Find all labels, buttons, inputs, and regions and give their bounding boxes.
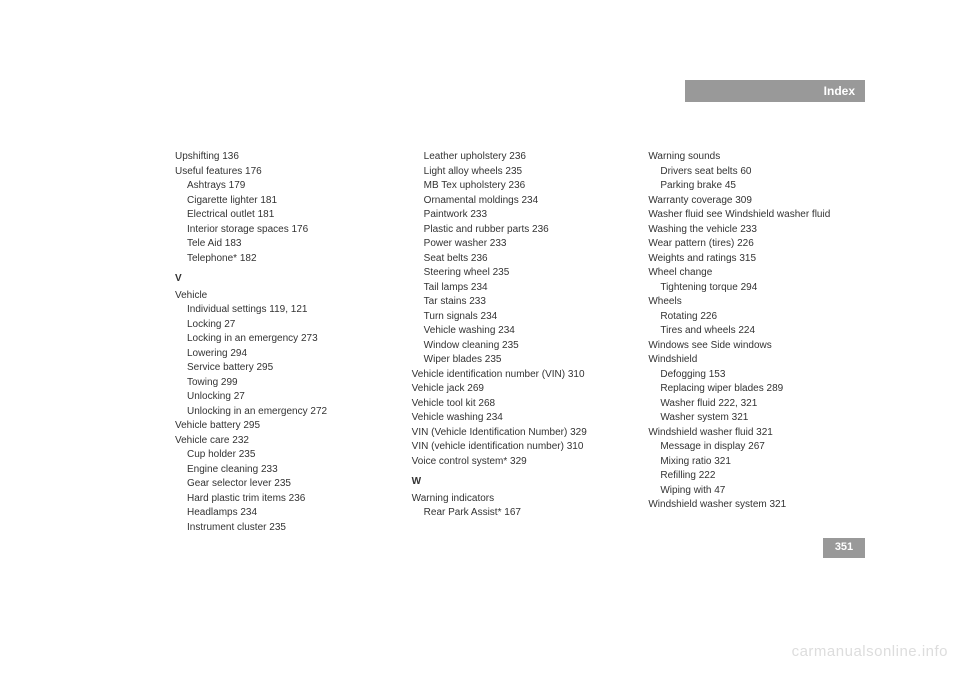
index-entry: Telephone* 182 xyxy=(175,252,392,267)
index-entry: Wheels xyxy=(648,295,865,310)
index-entry: Interior storage spaces 176 xyxy=(175,223,392,238)
index-entry: Washing the vehicle 233 xyxy=(648,223,865,238)
index-column-3: Warning soundsDrivers seat belts 60Parki… xyxy=(648,150,865,535)
index-entry: Electrical outlet 181 xyxy=(175,208,392,223)
index-entry: Windshield washer fluid 321 xyxy=(648,426,865,441)
watermark-text: carmanualsonline.info xyxy=(792,643,948,660)
index-entry: Tele Aid 183 xyxy=(175,237,392,252)
index-entry: Power washer 233 xyxy=(412,237,629,252)
index-entry: Tightening torque 294 xyxy=(648,281,865,296)
index-entry: Vehicle xyxy=(175,289,392,304)
index-entry: Vehicle care 232 xyxy=(175,434,392,449)
index-entry: Locking in an emergency 273 xyxy=(175,332,392,347)
index-entry: Gear selector lever 235 xyxy=(175,477,392,492)
index-entry: Weights and ratings 315 xyxy=(648,252,865,267)
index-entry: Windshield washer system 321 xyxy=(648,498,865,513)
index-entry: MB Tex upholstery 236 xyxy=(412,179,629,194)
index-entry: Lowering 294 xyxy=(175,347,392,362)
index-entry: Service battery 295 xyxy=(175,361,392,376)
index-entry: Replacing wiper blades 289 xyxy=(648,382,865,397)
index-entry: Individual settings 119, 121 xyxy=(175,303,392,318)
index-entry: Engine cleaning 233 xyxy=(175,463,392,478)
index-entry: VIN (Vehicle Identification Number) 329 xyxy=(412,426,629,441)
index-entry: Washer system 321 xyxy=(648,411,865,426)
index-entry: Wiper blades 235 xyxy=(412,353,629,368)
index-entry: Refilling 222 xyxy=(648,469,865,484)
index-entry: Vehicle identification number (VIN) 310 xyxy=(412,368,629,383)
index-entry: Leather upholstery 236 xyxy=(412,150,629,165)
index-entry: Paintwork 233 xyxy=(412,208,629,223)
index-entry: Warning indicators xyxy=(412,492,629,507)
index-column-2: Leather upholstery 236Light alloy wheels… xyxy=(412,150,629,535)
index-entry: Rear Park Assist* 167 xyxy=(412,506,629,521)
index-entry: Vehicle battery 295 xyxy=(175,419,392,434)
index-entry: Vehicle washing 234 xyxy=(412,411,629,426)
index-entry: Upshifting 136 xyxy=(175,150,392,165)
index-entry: Window cleaning 235 xyxy=(412,339,629,354)
index-entry: Warranty coverage 309 xyxy=(648,194,865,209)
index-entry: Tail lamps 234 xyxy=(412,281,629,296)
index-entry: Tires and wheels 224 xyxy=(648,324,865,339)
index-entry: Defogging 153 xyxy=(648,368,865,383)
index-entry: Rotating 226 xyxy=(648,310,865,325)
index-entry: Windshield xyxy=(648,353,865,368)
index-header-bar: Index xyxy=(685,80,865,102)
index-section-letter: V xyxy=(175,272,392,287)
index-entry: Ornamental moldings 234 xyxy=(412,194,629,209)
index-entry: Turn signals 234 xyxy=(412,310,629,325)
index-entry: Cup holder 235 xyxy=(175,448,392,463)
index-entry: Drivers seat belts 60 xyxy=(648,165,865,180)
index-entry: Light alloy wheels 235 xyxy=(412,165,629,180)
index-section-letter: W xyxy=(412,475,629,490)
index-entry: Seat belts 236 xyxy=(412,252,629,267)
index-entry: Vehicle tool kit 268 xyxy=(412,397,629,412)
index-entry: Instrument cluster 235 xyxy=(175,521,392,536)
index-entry: Windows see Side windows xyxy=(648,339,865,354)
index-entry: Washer fluid 222, 321 xyxy=(648,397,865,412)
index-entry: Voice control system* 329 xyxy=(412,455,629,470)
index-header-title: Index xyxy=(824,84,855,98)
index-entry: Locking 27 xyxy=(175,318,392,333)
page-number-badge: 351 xyxy=(823,538,865,558)
index-entry: Towing 299 xyxy=(175,376,392,391)
index-entry: Steering wheel 235 xyxy=(412,266,629,281)
index-entry: Vehicle washing 234 xyxy=(412,324,629,339)
index-entry: Unlocking in an emergency 272 xyxy=(175,405,392,420)
index-entry: Warning sounds xyxy=(648,150,865,165)
index-entry: Headlamps 234 xyxy=(175,506,392,521)
index-entry: Plastic and rubber parts 236 xyxy=(412,223,629,238)
index-entry: Vehicle jack 269 xyxy=(412,382,629,397)
index-entry: Tar stains 233 xyxy=(412,295,629,310)
index-entry: Hard plastic trim items 236 xyxy=(175,492,392,507)
index-entry: Mixing ratio 321 xyxy=(648,455,865,470)
index-entry: Ashtrays 179 xyxy=(175,179,392,194)
index-entry: Wear pattern (tires) 226 xyxy=(648,237,865,252)
index-entry: Parking brake 45 xyxy=(648,179,865,194)
index-column-1: Upshifting 136Useful features 176Ashtray… xyxy=(175,150,392,535)
index-entry: Wiping with 47 xyxy=(648,484,865,499)
index-entry: VIN (vehicle identification number) 310 xyxy=(412,440,629,455)
index-entry: Wheel change xyxy=(648,266,865,281)
index-entry: Cigarette lighter 181 xyxy=(175,194,392,209)
index-entry: Unlocking 27 xyxy=(175,390,392,405)
index-entry: Useful features 176 xyxy=(175,165,392,180)
index-entry: Message in display 267 xyxy=(648,440,865,455)
page-number: 351 xyxy=(835,541,853,553)
index-entry: Washer fluid see Windshield washer fluid xyxy=(648,208,865,223)
index-columns: Upshifting 136Useful features 176Ashtray… xyxy=(175,150,865,535)
